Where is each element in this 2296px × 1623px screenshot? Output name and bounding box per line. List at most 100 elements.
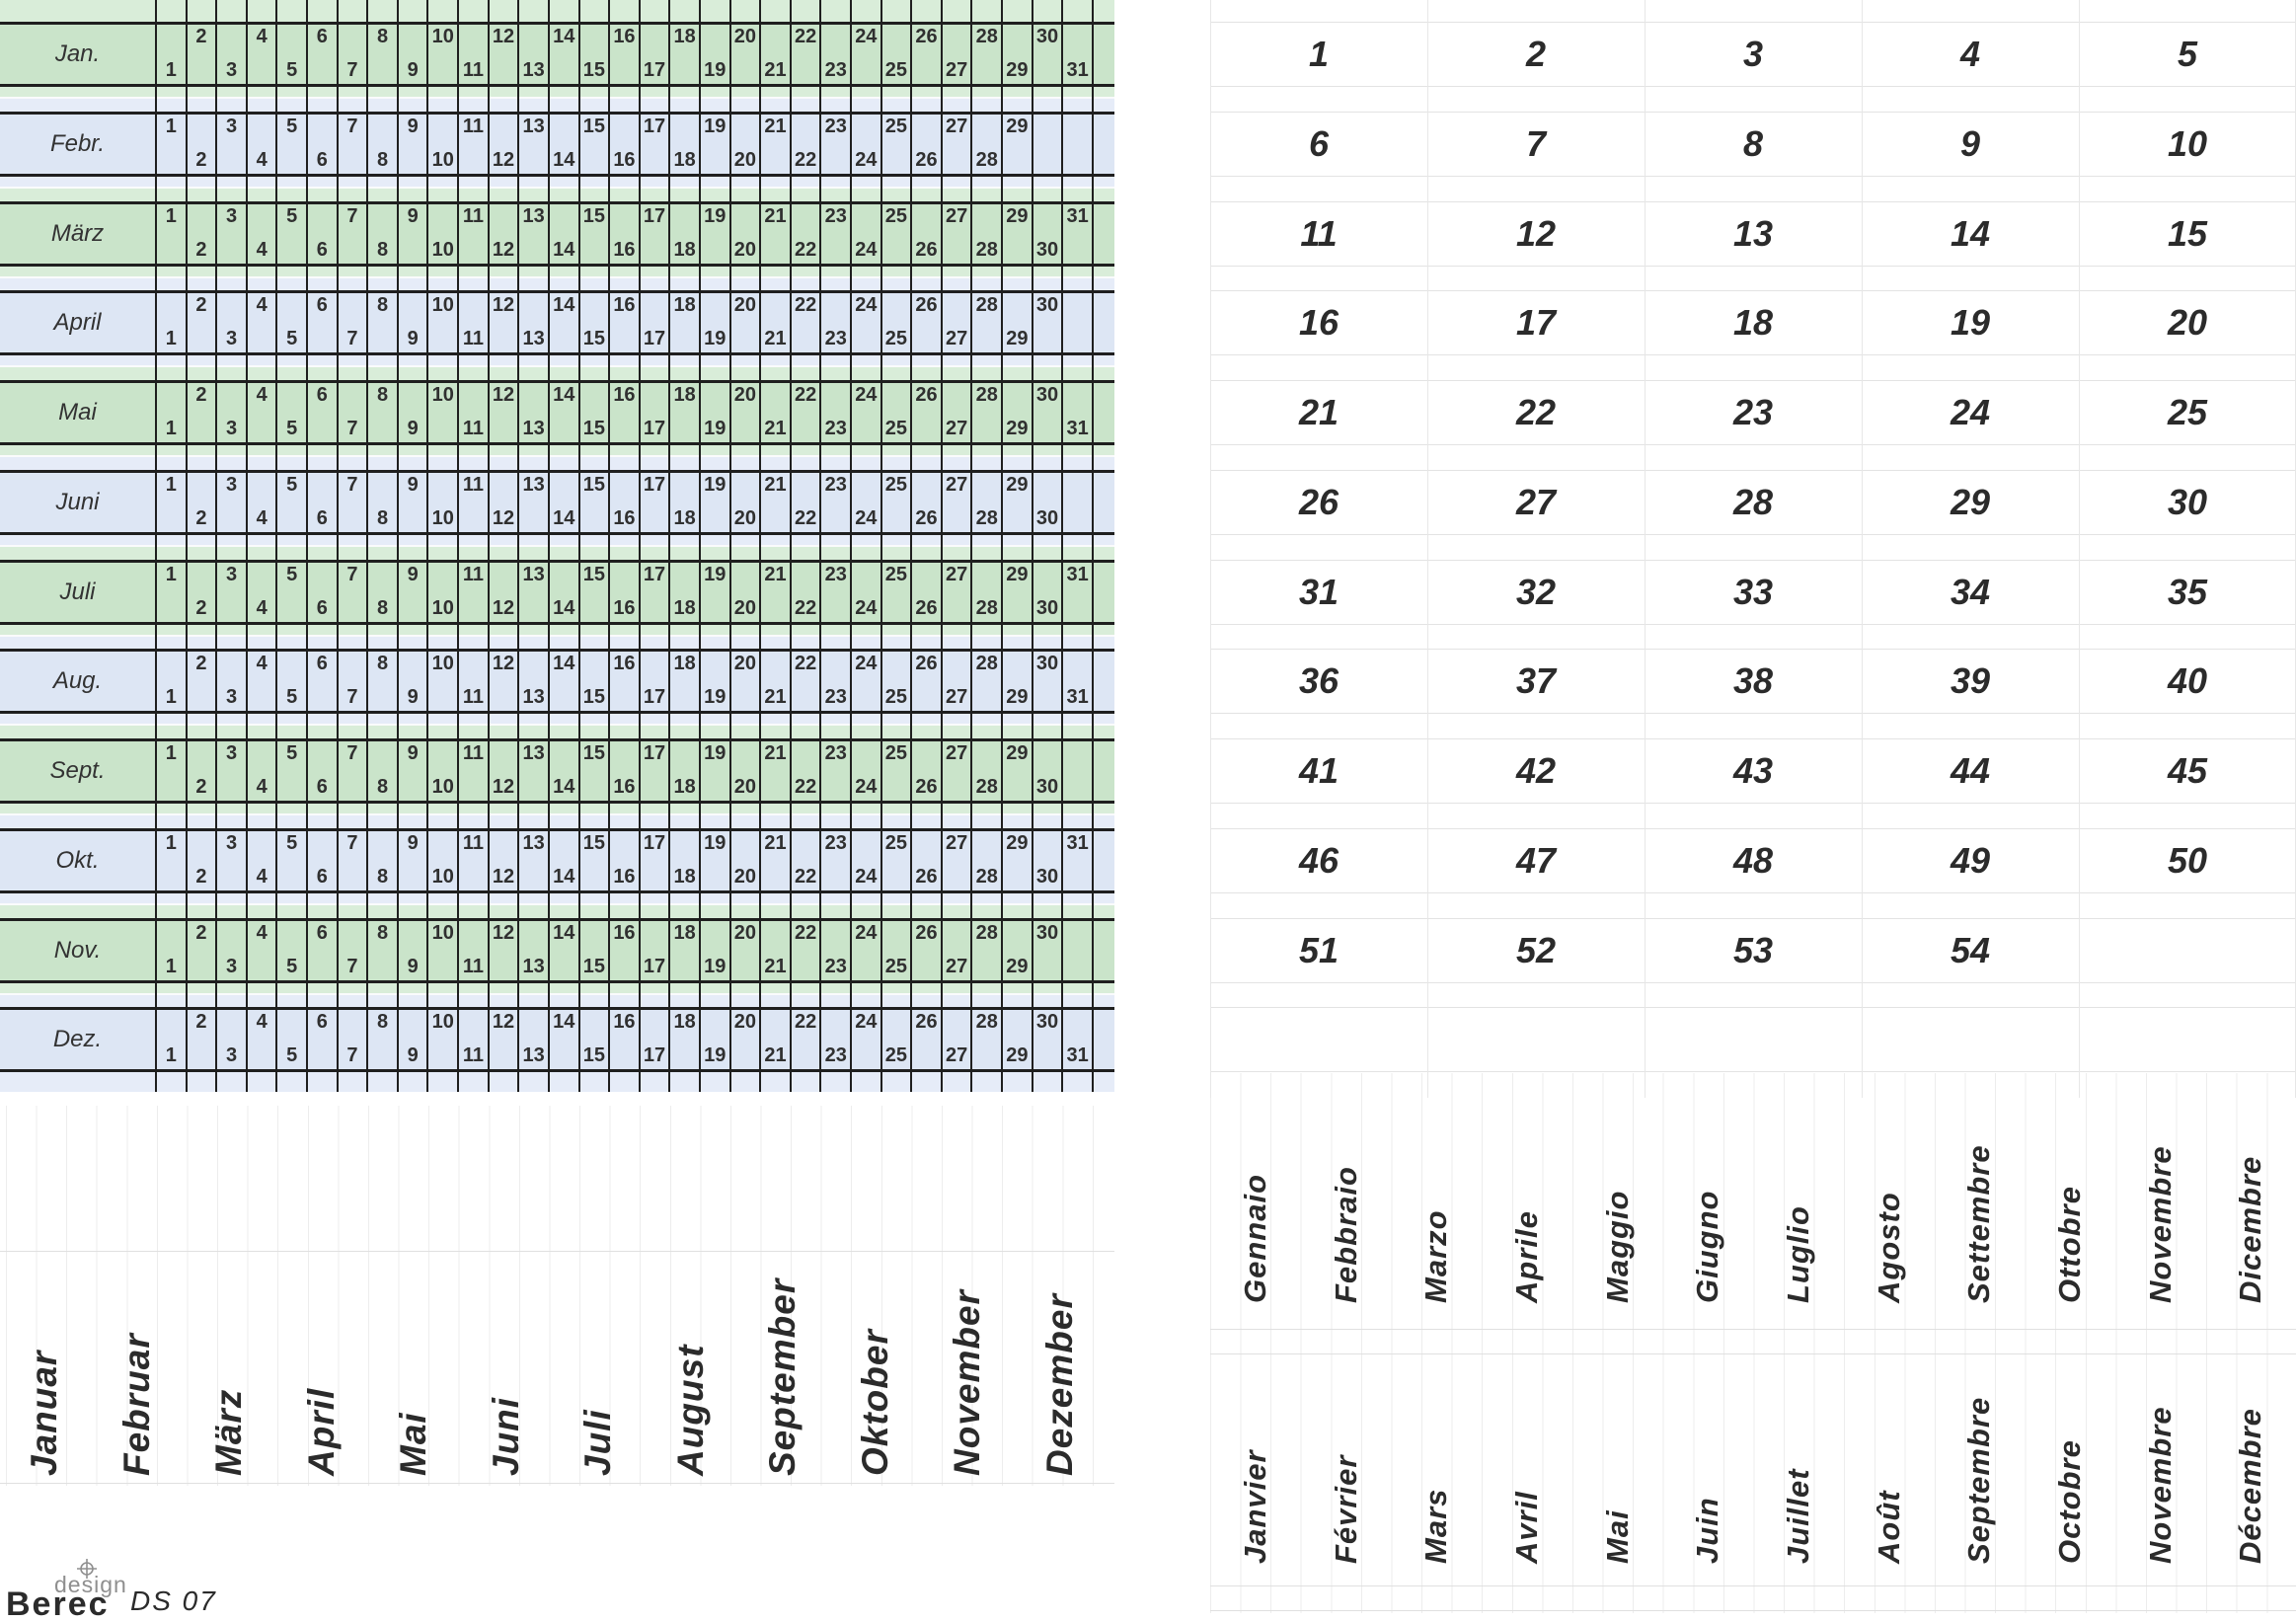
- week-number: 21: [1298, 392, 1339, 432]
- day-number: 31: [1066, 1044, 1089, 1067]
- day-number: 18: [673, 596, 696, 619]
- day-number: 19: [704, 742, 727, 764]
- day-number: 1: [165, 115, 177, 137]
- gap-cell: [1091, 1072, 1114, 1093]
- gap-cell: [1001, 87, 1032, 112]
- gap-cell: [698, 176, 729, 201]
- day-cell: 16: [608, 741, 639, 801]
- day-number: 28: [975, 1011, 998, 1034]
- gap-cell: [577, 982, 609, 1008]
- day-number: 24: [855, 384, 878, 406]
- week-number: 3: [1742, 34, 1764, 74]
- gap-cell: [970, 445, 1002, 470]
- day-number: 18: [673, 921, 696, 944]
- day-number: 7: [346, 955, 358, 977]
- day-cell: 5: [275, 830, 306, 890]
- day-number: 24: [855, 921, 878, 944]
- week-number: 39: [1950, 660, 1991, 702]
- week-number: 26: [1298, 481, 1339, 522]
- day-number: 27: [946, 1044, 968, 1067]
- day-number: 21: [764, 328, 787, 350]
- day-number: 26: [915, 384, 938, 406]
- day-number: 9: [407, 204, 419, 227]
- day-cell: 9: [396, 383, 427, 442]
- day-cell: 18: [668, 203, 699, 264]
- day-cell: 6: [306, 652, 337, 712]
- day-cell: 25: [880, 1010, 911, 1070]
- day-cell: 4: [245, 25, 276, 84]
- day-cell: 10: [426, 741, 457, 801]
- day-number: 4: [256, 596, 268, 619]
- gap-cell: [275, 266, 307, 291]
- gap-cell: [155, 534, 186, 560]
- gap-label-area: [0, 982, 155, 1008]
- gap-cell: [366, 534, 397, 560]
- day-number: 12: [492, 26, 515, 47]
- gap-cell: [547, 1072, 578, 1093]
- day-number: 3: [225, 328, 238, 350]
- day-cell: 22: [789, 830, 820, 890]
- gap-cell: [245, 892, 276, 918]
- day-cell: 30: [1031, 25, 1062, 84]
- day-number: 11: [462, 686, 484, 709]
- day-number: 4: [256, 238, 268, 261]
- day-cell: 22: [789, 203, 820, 264]
- day-cell: 26: [910, 920, 941, 980]
- day-number: 30: [1035, 26, 1059, 47]
- gap-cell: [396, 534, 427, 560]
- day-number: 3: [225, 563, 238, 585]
- day-cell: 7: [336, 383, 367, 442]
- month-gap: [0, 804, 1114, 828]
- gap-cell: [819, 714, 851, 738]
- day-cell: 6: [306, 293, 337, 353]
- gap-cell: [426, 355, 458, 380]
- gap-cell: [970, 0, 1002, 22]
- gap-cell: [577, 892, 609, 918]
- day-number: 6: [316, 26, 328, 47]
- week-number: 23: [1732, 392, 1774, 432]
- day-cell: 15: [577, 472, 609, 532]
- day-cell: 10: [426, 293, 457, 353]
- gap-cell: [1061, 534, 1092, 560]
- day-cell: 20: [728, 114, 760, 174]
- day-cell: 12: [487, 562, 518, 622]
- gap-cell: [819, 355, 851, 380]
- day-number: 2: [195, 294, 207, 317]
- gap-cell: [185, 87, 216, 112]
- month-name-vertical: Febbraio: [1328, 1166, 1363, 1303]
- week-row: 6 7 8 9 10: [1210, 111, 2296, 177]
- day-number: 29: [1006, 1044, 1029, 1067]
- day-number: 27: [946, 955, 968, 977]
- gap-cell: [336, 445, 367, 470]
- day-cell: 20: [728, 203, 760, 264]
- gap-cell: [155, 266, 186, 291]
- gap-cell: [880, 534, 911, 560]
- day-number: 29: [1006, 473, 1029, 496]
- day-cell: 2: [185, 562, 216, 622]
- day-cell: 29: [1001, 562, 1032, 622]
- day-cell: 9: [396, 114, 427, 174]
- day-number: 19: [704, 328, 727, 350]
- week-cell: 51: [1210, 919, 1427, 982]
- day-number: 11: [462, 1044, 484, 1067]
- week-number: 29: [1950, 481, 1991, 522]
- day-number: 19: [704, 418, 727, 439]
- day-number: 20: [733, 238, 756, 261]
- day-number: 10: [431, 1011, 454, 1034]
- day-number: 5: [286, 686, 298, 709]
- day-cell: 26: [910, 830, 941, 890]
- gap-cell: [1001, 804, 1032, 828]
- gap-cell: [185, 714, 216, 738]
- day-cell: 17: [638, 293, 669, 353]
- gap-cell: [517, 1072, 548, 1093]
- day-cell: 26: [910, 114, 941, 174]
- day-cell: 7: [336, 293, 367, 353]
- gap-label-area: [0, 892, 155, 918]
- day-cell: 26: [910, 1010, 941, 1070]
- gap-cell: [668, 87, 699, 112]
- month-name-vertical: Juillet: [1781, 1468, 1816, 1564]
- gap-cell: [577, 624, 609, 650]
- day-cell: 14: [547, 1010, 578, 1070]
- day-cell: 12: [487, 114, 518, 174]
- day-cell: 4: [245, 652, 276, 712]
